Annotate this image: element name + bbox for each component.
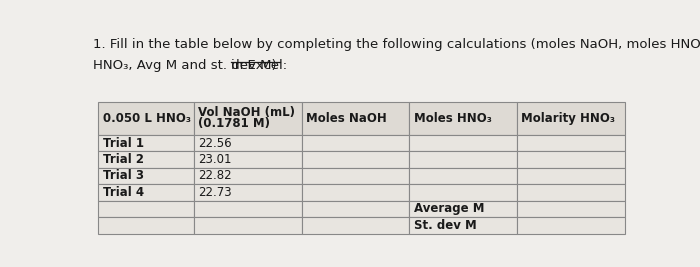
Bar bbox=[194, 217, 302, 234]
Bar bbox=[98, 168, 194, 184]
Text: 23.01: 23.01 bbox=[198, 153, 232, 166]
Bar bbox=[194, 135, 302, 151]
Text: HNO₃, Avg M and st. dev M): HNO₃, Avg M and st. dev M) bbox=[93, 59, 281, 72]
Bar bbox=[302, 201, 410, 217]
Bar bbox=[410, 135, 517, 151]
Bar bbox=[410, 151, 517, 168]
Bar bbox=[302, 168, 410, 184]
Bar bbox=[302, 151, 410, 168]
Text: (0.1781 M): (0.1781 M) bbox=[198, 117, 270, 131]
Text: Vol NaOH (mL): Vol NaOH (mL) bbox=[198, 106, 295, 119]
Bar bbox=[410, 217, 517, 234]
Text: Moles NaOH: Moles NaOH bbox=[306, 112, 387, 125]
Bar bbox=[517, 151, 624, 168]
Bar bbox=[410, 168, 517, 184]
Bar bbox=[517, 217, 624, 234]
Text: Average M: Average M bbox=[414, 202, 484, 215]
Bar bbox=[98, 135, 194, 151]
Text: 1. Fill in the table below by completing the following calculations (moles NaOH,: 1. Fill in the table below by completing… bbox=[93, 38, 700, 51]
Bar bbox=[194, 168, 302, 184]
Text: Moles HNO₃: Moles HNO₃ bbox=[414, 112, 491, 125]
Bar bbox=[98, 184, 194, 201]
Text: 22.82: 22.82 bbox=[198, 170, 232, 182]
Bar bbox=[194, 184, 302, 201]
Bar bbox=[194, 201, 302, 217]
Bar bbox=[302, 217, 410, 234]
Bar bbox=[302, 184, 410, 201]
Text: 22.56: 22.56 bbox=[198, 136, 232, 150]
Bar bbox=[98, 201, 194, 217]
Bar bbox=[98, 151, 194, 168]
Text: St. dev M: St. dev M bbox=[414, 219, 477, 232]
Text: in Excel:: in Excel: bbox=[231, 59, 288, 72]
Bar bbox=[302, 135, 410, 151]
Text: 22.73: 22.73 bbox=[198, 186, 232, 199]
Text: Trial 2: Trial 2 bbox=[103, 153, 144, 166]
Text: 0.050 L HNO₃: 0.050 L HNO₃ bbox=[103, 112, 190, 125]
Text: Trial 4: Trial 4 bbox=[103, 186, 144, 199]
Bar bbox=[410, 184, 517, 201]
Bar bbox=[194, 151, 302, 168]
Bar bbox=[98, 217, 194, 234]
Text: Trial 3: Trial 3 bbox=[103, 170, 144, 182]
Bar bbox=[517, 168, 624, 184]
Bar bbox=[517, 135, 624, 151]
Bar bbox=[517, 184, 624, 201]
Bar bbox=[410, 201, 517, 217]
Text: Molarity HNO₃: Molarity HNO₃ bbox=[522, 112, 615, 125]
Text: Trial 1: Trial 1 bbox=[103, 136, 144, 150]
Bar bbox=[517, 201, 624, 217]
